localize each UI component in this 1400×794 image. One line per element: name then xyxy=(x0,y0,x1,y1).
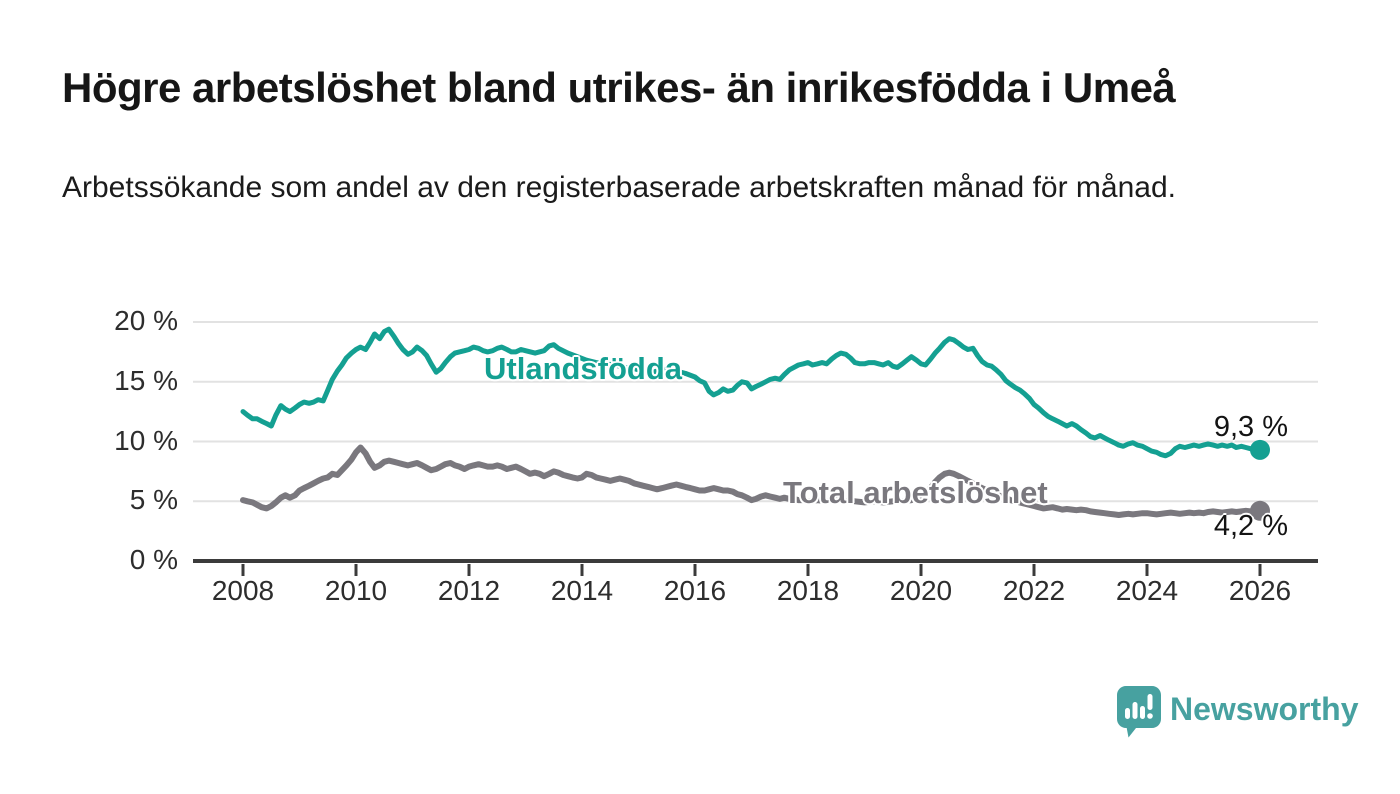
y-tick-label: 5 % xyxy=(129,484,178,516)
end-value-label-total-arbetsloshet: 4,2 % xyxy=(1213,510,1288,542)
x-tick-label: 2024 xyxy=(1115,575,1179,606)
series-end-dot-0 xyxy=(1250,439,1270,460)
x-tick-label: 2026 xyxy=(1228,575,1292,606)
y-tick-label: 15 % xyxy=(114,364,178,396)
series-label-utlandsfodda: Utlandsfödda xyxy=(484,351,683,386)
newsworthy-logo-text: Newsworthy xyxy=(1170,691,1359,727)
y-tick-label: 10 % xyxy=(114,424,178,456)
x-tick-label: 2014 xyxy=(550,575,614,606)
y-tick-label: 20 % xyxy=(114,305,178,336)
chart-title: Högre arbetslöshet bland utrikes- än inr… xyxy=(62,64,1176,111)
x-tick-label: 2012 xyxy=(437,575,501,606)
series-line-0 xyxy=(240,326,1263,459)
x-tick-label: 2016 xyxy=(663,575,727,606)
chart-subtitle: Arbetssökande som andel av den registerb… xyxy=(62,171,1176,204)
series-label-total-arbetsloshet: Total arbetslöshet xyxy=(783,475,1048,510)
newsworthy-logo-icon xyxy=(1117,686,1161,738)
series-line-1 xyxy=(240,444,1263,518)
y-tick-label: 0 % xyxy=(129,544,178,575)
newsworthy-brand: Newsworthy xyxy=(1114,683,1374,743)
series-end-dot-1 xyxy=(1250,500,1270,521)
x-tick-label: 2010 xyxy=(324,575,388,606)
x-tick-label: 2018 xyxy=(776,575,840,606)
x-tick-label: 2008 xyxy=(211,575,275,606)
x-tick-label: 2020 xyxy=(889,575,953,606)
x-tick-label: 2022 xyxy=(1002,575,1066,606)
end-value-label-utlandsfodda: 9,3 % xyxy=(1213,411,1288,443)
